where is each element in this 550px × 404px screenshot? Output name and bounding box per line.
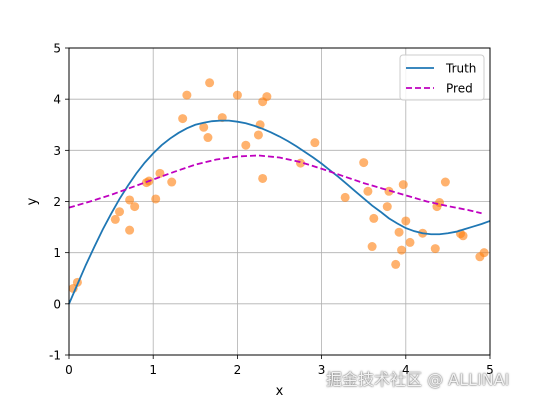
scatter-point [253,130,263,140]
y-tick-label: 1 [53,246,61,260]
scatter-point [369,213,379,223]
scatter-point [397,245,407,255]
scatter-point [203,133,213,143]
scatter-point [440,177,450,187]
scatter-point [359,158,369,168]
scatter-point [199,122,209,132]
axis-ticks: 0 1 2 3 4 5 -1 0 1 2 3 4 5 [49,42,494,378]
series-line-truth [68,119,491,305]
scatter-point [151,194,161,204]
scatter-points [68,78,489,293]
legend-label-truth: Truth [445,62,476,76]
scatter-point [310,138,320,148]
scatter-point [401,216,411,226]
scatter-point [130,202,140,212]
y-tick-label: 5 [53,42,61,56]
scatter-point [205,78,215,88]
scatter-point [479,248,489,258]
scatter-point [430,244,440,254]
scatter-point [182,90,192,100]
y-axis-label: y [25,197,40,205]
scatter-point [155,168,165,178]
x-tick-label: 0 [65,363,73,377]
scatter-point [391,259,401,269]
scatter-point [241,140,251,150]
series-line-pred [68,154,482,215]
x-tick-label: 2 [234,363,242,377]
scatter-point [262,92,272,102]
watermark: 掘金技术社区 @ ALLINAI [326,370,510,389]
scatter-point [458,231,468,241]
x-tick-label: 1 [149,363,157,377]
y-tick-label: 3 [53,144,61,158]
scatter-point [110,214,120,224]
scatter-point [232,90,242,100]
scatter-point [125,195,135,205]
scatter-point [258,173,268,183]
y-tick-label: -1 [49,349,61,363]
x-axis-label: x [276,384,284,399]
scatter-point [367,242,377,252]
scatter-point [398,180,408,190]
scatter-point [125,225,135,235]
scatter-point [340,192,350,202]
legend-label-pred: Pred [446,82,473,96]
y-tick-label: 0 [53,297,61,311]
x-tick-label: 5 [486,363,494,377]
x-tick-label: 4 [402,363,410,377]
x-tick-label: 3 [318,363,326,377]
y-tick-label: 4 [53,93,61,107]
legend: Truth Pred [399,54,485,101]
scatter-point [178,114,188,124]
series-lines [68,119,491,305]
y-tick-label: 2 [53,195,61,209]
scatter-point [115,207,125,217]
scatter-point [382,202,392,212]
scatter-point [363,186,373,196]
scatter-point [405,237,415,247]
scatter-point [394,227,404,237]
scatter-point [167,177,177,187]
